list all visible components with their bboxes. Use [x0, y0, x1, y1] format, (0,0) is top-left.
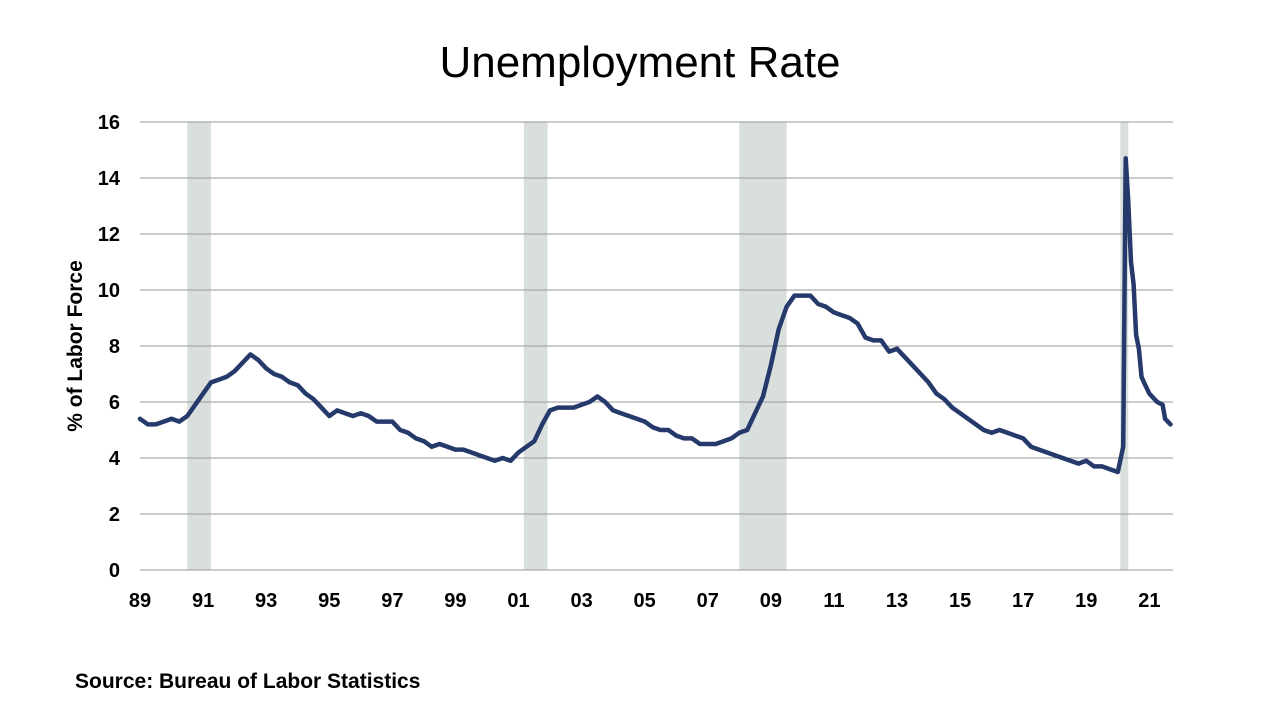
x-tick-label: 05	[634, 590, 656, 612]
x-tick-label: 09	[760, 590, 782, 612]
x-tick-label: 17	[1012, 590, 1034, 612]
x-axis-tick-labels: 89 91 93 95 97 99 01 03 05 07 09 11 13 15 17 19 21	[129, 590, 1161, 612]
y-axis-tick-labels: 0 2 4 6 8 10 12 14 16	[98, 112, 121, 582]
y-tick-label: 0	[109, 560, 120, 582]
x-tick-label: 15	[949, 590, 971, 612]
series-lines	[137, 156, 1173, 475]
x-tick-label: 21	[1138, 590, 1160, 612]
source-note: Source: Bureau of Labor Statistics	[75, 670, 421, 693]
x-tick-label: 07	[697, 590, 719, 612]
x-tick-label: 13	[886, 590, 908, 612]
x-tick-label: 03	[570, 590, 592, 612]
x-tick-label: 11	[823, 590, 844, 612]
x-tick-label: 91	[192, 590, 214, 612]
x-tick-label: 19	[1075, 590, 1097, 612]
series-line	[137, 156, 1173, 475]
x-tick-label: 99	[444, 590, 466, 612]
x-tick-label: 01	[507, 590, 529, 612]
x-tick-label: 95	[318, 590, 340, 612]
y-tick-label: 6	[109, 392, 120, 414]
y-tick-label: 2	[109, 504, 120, 526]
y-tick-label: 4	[109, 448, 121, 470]
y-tick-label: 14	[98, 168, 121, 190]
y-axis-label: % of Labor Force	[64, 260, 87, 432]
x-tick-label: 93	[255, 590, 277, 612]
y-tick-label: 12	[98, 224, 120, 246]
x-tick-label: 97	[381, 590, 403, 612]
y-tick-label: 10	[98, 280, 120, 302]
chart-title: Unemployment Rate	[439, 38, 841, 87]
y-tick-label: 8	[109, 336, 120, 358]
x-tick-label: 89	[129, 590, 151, 612]
gridlines	[140, 121, 1173, 571]
y-tick-label: 16	[98, 112, 120, 134]
